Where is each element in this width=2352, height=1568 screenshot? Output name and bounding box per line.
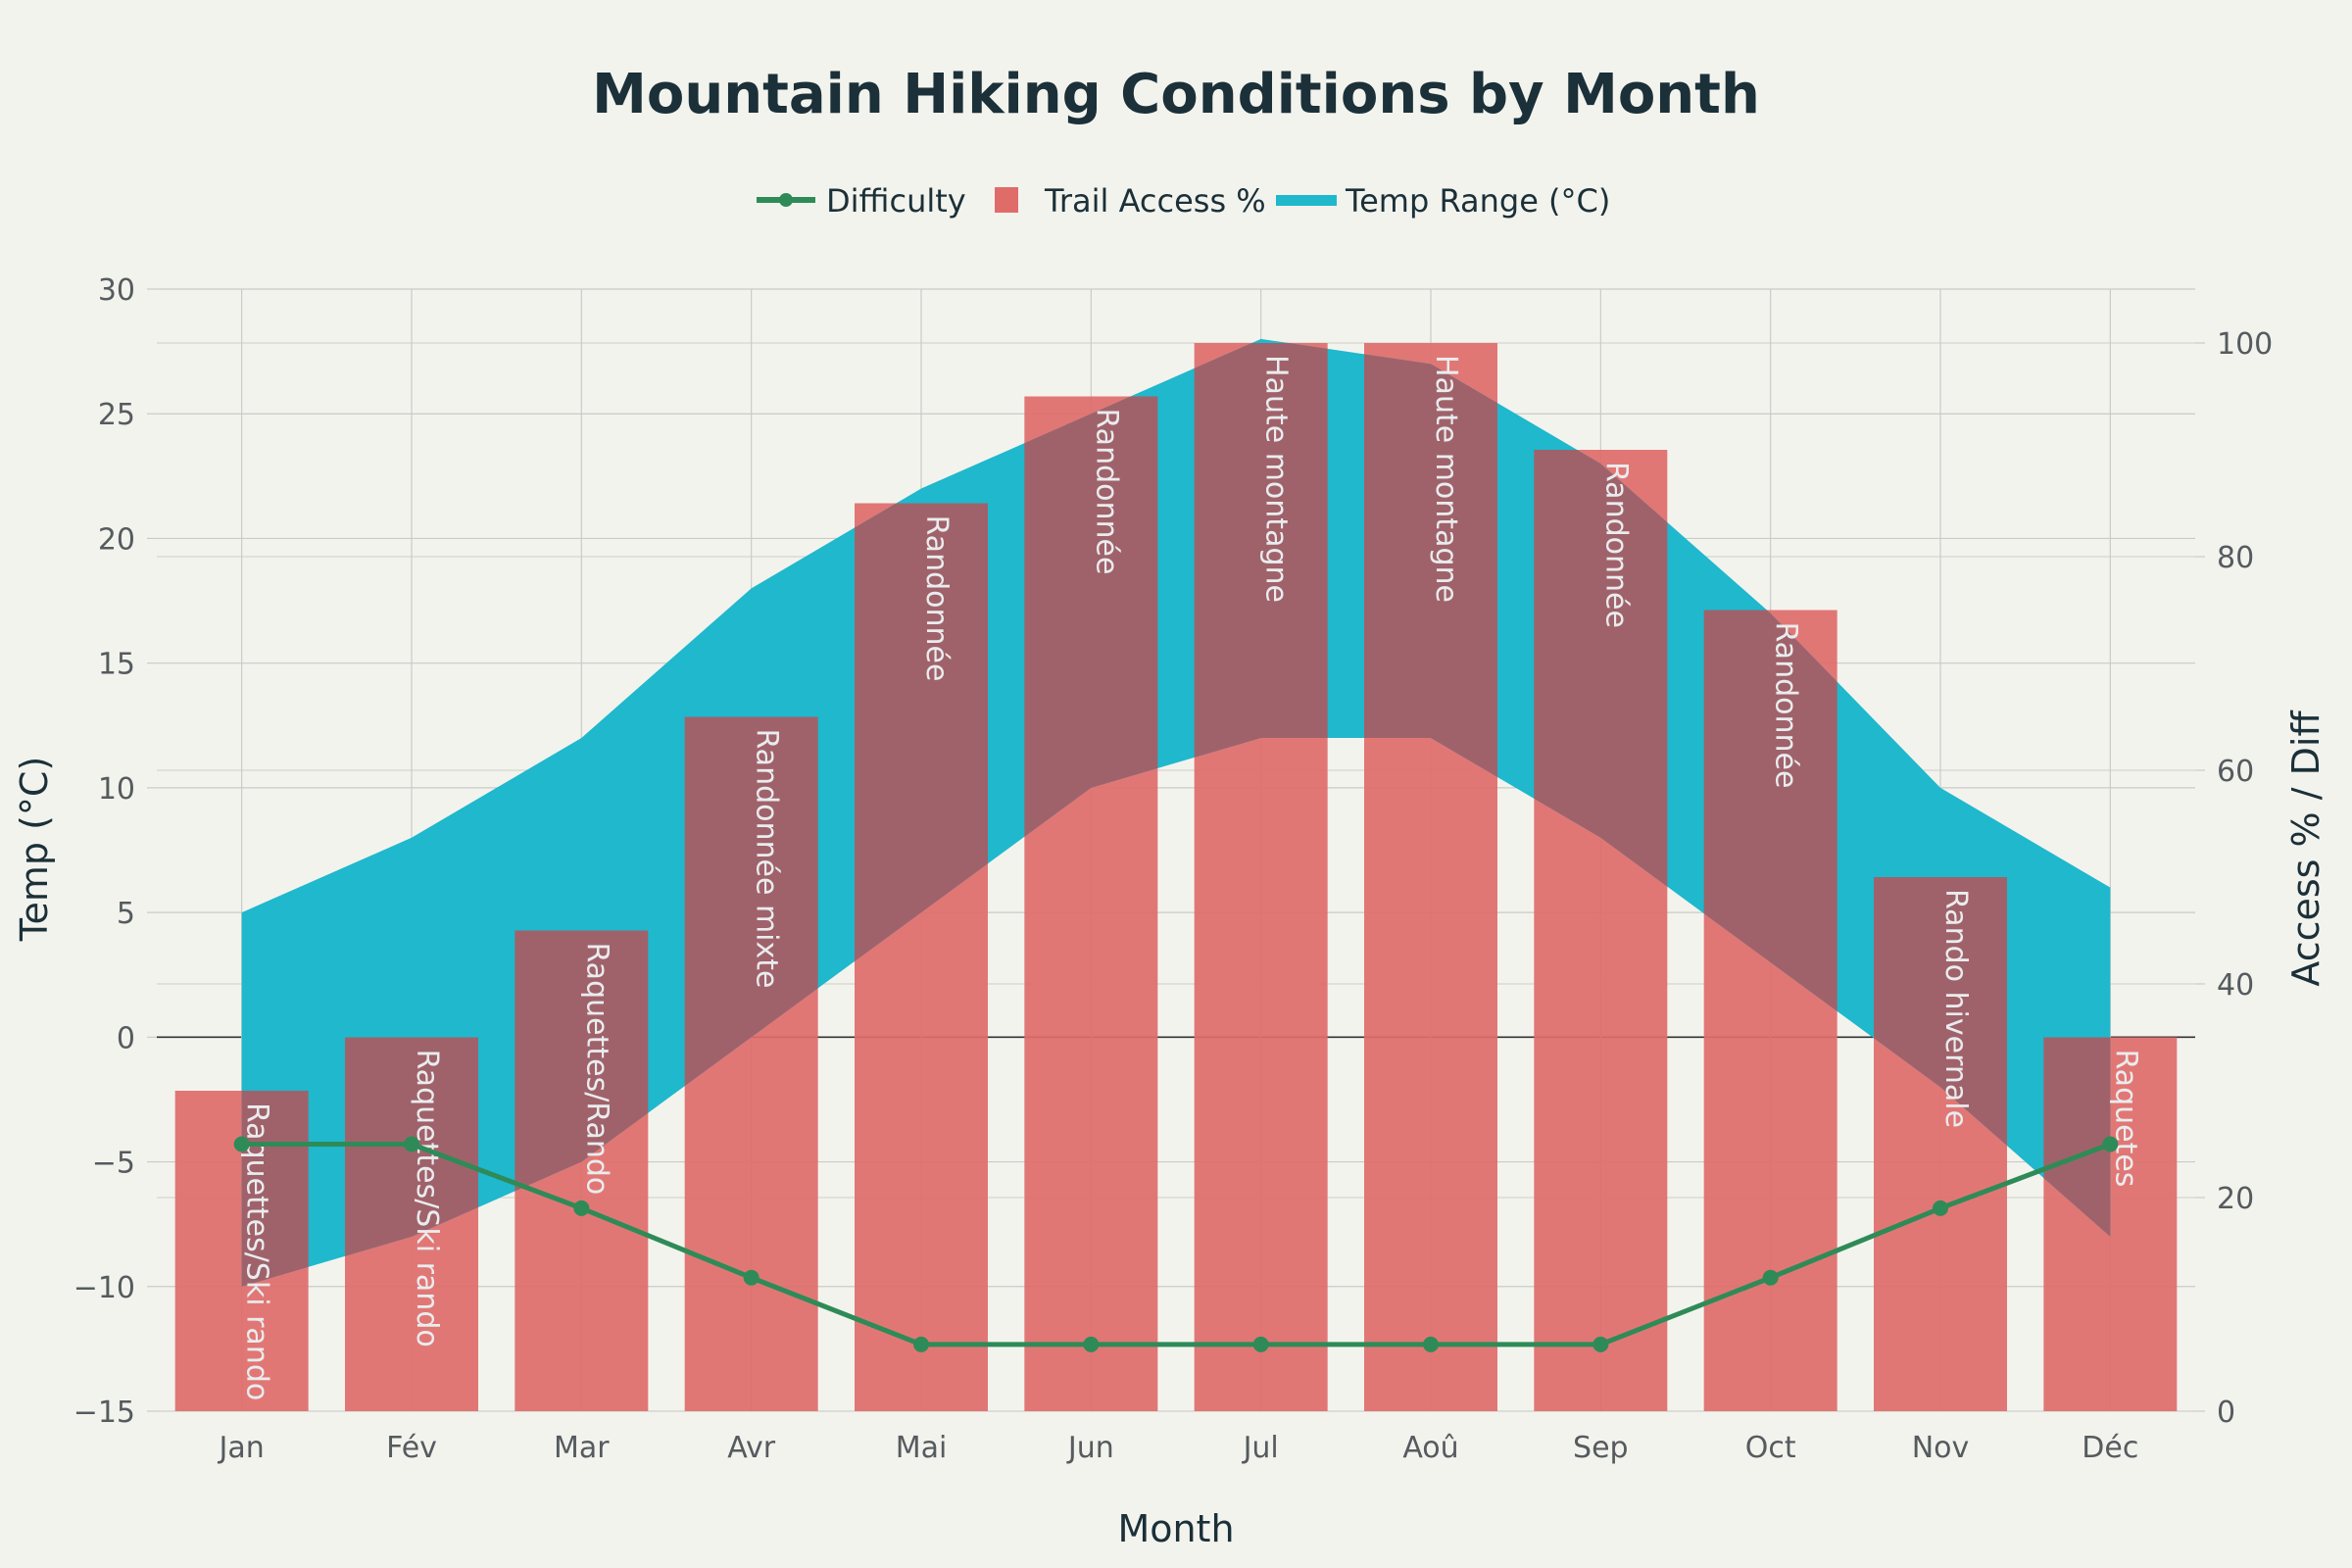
legend-item-difficulty[interactable]: Difficulty <box>757 182 966 220</box>
difficulty-line-group <box>233 1136 2119 1352</box>
legend-label-temp-range: Temp Range (°C) <box>1345 182 1610 220</box>
legend-label-trail-access: Trail Access % <box>1044 182 1266 220</box>
x-tick-label: Jan <box>218 1431 265 1465</box>
y-axis-left-title: Temp (°C) <box>13 757 56 943</box>
x-tick-label: Nov <box>1912 1431 1970 1465</box>
legend-swatch-temp-range <box>1276 195 1337 206</box>
legend: Difficulty Trail Access % Temp Range (°C… <box>757 182 1610 220</box>
y-left-tick-label: −15 <box>74 1396 135 1430</box>
legend-item-temp-range[interactable]: Temp Range (°C) <box>1276 182 1610 220</box>
y-right-tick-label: 20 <box>2217 1182 2254 1216</box>
bar-label: Raquettes/Ski rando <box>410 1050 444 1348</box>
bar-label: Haute montagne <box>1429 355 1463 603</box>
y-left-tick-label: 10 <box>98 772 135 807</box>
y-left-tick-label: −5 <box>92 1147 135 1181</box>
y-right-tick-label: 0 <box>2217 1396 2235 1430</box>
y-left-tick-label: 0 <box>117 1021 135 1055</box>
legend-item-trail-access[interactable]: Trail Access % <box>995 182 1266 220</box>
x-tick-label: Déc <box>2082 1431 2138 1465</box>
bar-label: Raquettes/Rando <box>579 943 613 1196</box>
x-tick-label: Oct <box>1745 1431 1796 1465</box>
difficulty-point <box>1423 1336 1439 1352</box>
x-tick-label: Jun <box>1066 1431 1114 1465</box>
bar-label: Haute montagne <box>1259 355 1294 603</box>
difficulty-point <box>1933 1200 1948 1216</box>
axes: −15 −10 −5 0 5 10 15 20 25 30 0 20 40 60 80 100 Jan Fév Ma… <box>74 273 2274 1465</box>
y-right-tick-label: 40 <box>2217 968 2254 1003</box>
x-tick-label: Aoû <box>1402 1431 1458 1465</box>
difficulty-point <box>1252 1336 1269 1352</box>
y-left-tick-label: 20 <box>98 522 135 557</box>
legend-marker-difficulty <box>779 193 793 207</box>
bar-label: Rando hivernale <box>1938 889 1973 1128</box>
bar-label: Raquetes <box>2108 1050 2142 1188</box>
x-tick-label: Fév <box>386 1431 437 1465</box>
y-left-tick-label: 25 <box>98 398 135 432</box>
y-left-tick-label: 30 <box>98 273 135 308</box>
difficulty-point <box>1592 1336 1609 1352</box>
difficulty-point <box>2102 1136 2119 1152</box>
bar-label: Randonnée <box>1598 462 1633 628</box>
difficulty-point <box>573 1200 590 1216</box>
bar-label: Randonnée mixte <box>750 729 784 989</box>
bar-label: Randonnée <box>919 515 954 682</box>
difficulty-point <box>404 1136 419 1152</box>
y-left-tick-label: 5 <box>117 897 135 931</box>
x-tick-label: Avr <box>727 1431 776 1465</box>
bar-label: Randonnée <box>1089 409 1123 575</box>
y-right-tick-label: 60 <box>2217 755 2254 789</box>
bar-label: Raquettes/Ski rando <box>240 1102 274 1400</box>
y-left-tick-label: −10 <box>74 1271 135 1305</box>
x-tick-label: Mar <box>554 1431 610 1465</box>
x-tick-label: Sep <box>1573 1431 1629 1465</box>
legend-label-difficulty: Difficulty <box>826 182 966 220</box>
bar-band-overlap <box>241 1091 309 1287</box>
x-tick-label: Mai <box>896 1431 948 1465</box>
difficulty-point <box>233 1136 250 1152</box>
y-right-tick-label: 80 <box>2217 541 2254 575</box>
difficulty-point <box>1762 1269 1779 1286</box>
legend-swatch-trail-access <box>995 187 1018 213</box>
bar-labels: Raquettes/Ski rando Raquettes/Ski rando Ra… <box>240 355 2143 1400</box>
difficulty-point <box>743 1269 760 1286</box>
y-right-tick-label: 100 <box>2217 327 2273 362</box>
y-axis-right-title: Access % / Diff <box>2284 710 2328 987</box>
difficulty-point <box>913 1336 929 1352</box>
chart-title: Mountain Hiking Conditions by Month <box>592 63 1760 126</box>
difficulty-line <box>241 1142 2112 1348</box>
x-axis-title: Month <box>1117 1507 1234 1550</box>
difficulty-point <box>1083 1336 1100 1352</box>
y-left-tick-label: 15 <box>98 648 135 682</box>
bar-label: Randonnée <box>1769 622 1803 789</box>
x-tick-label: Jul <box>1242 1431 1279 1465</box>
